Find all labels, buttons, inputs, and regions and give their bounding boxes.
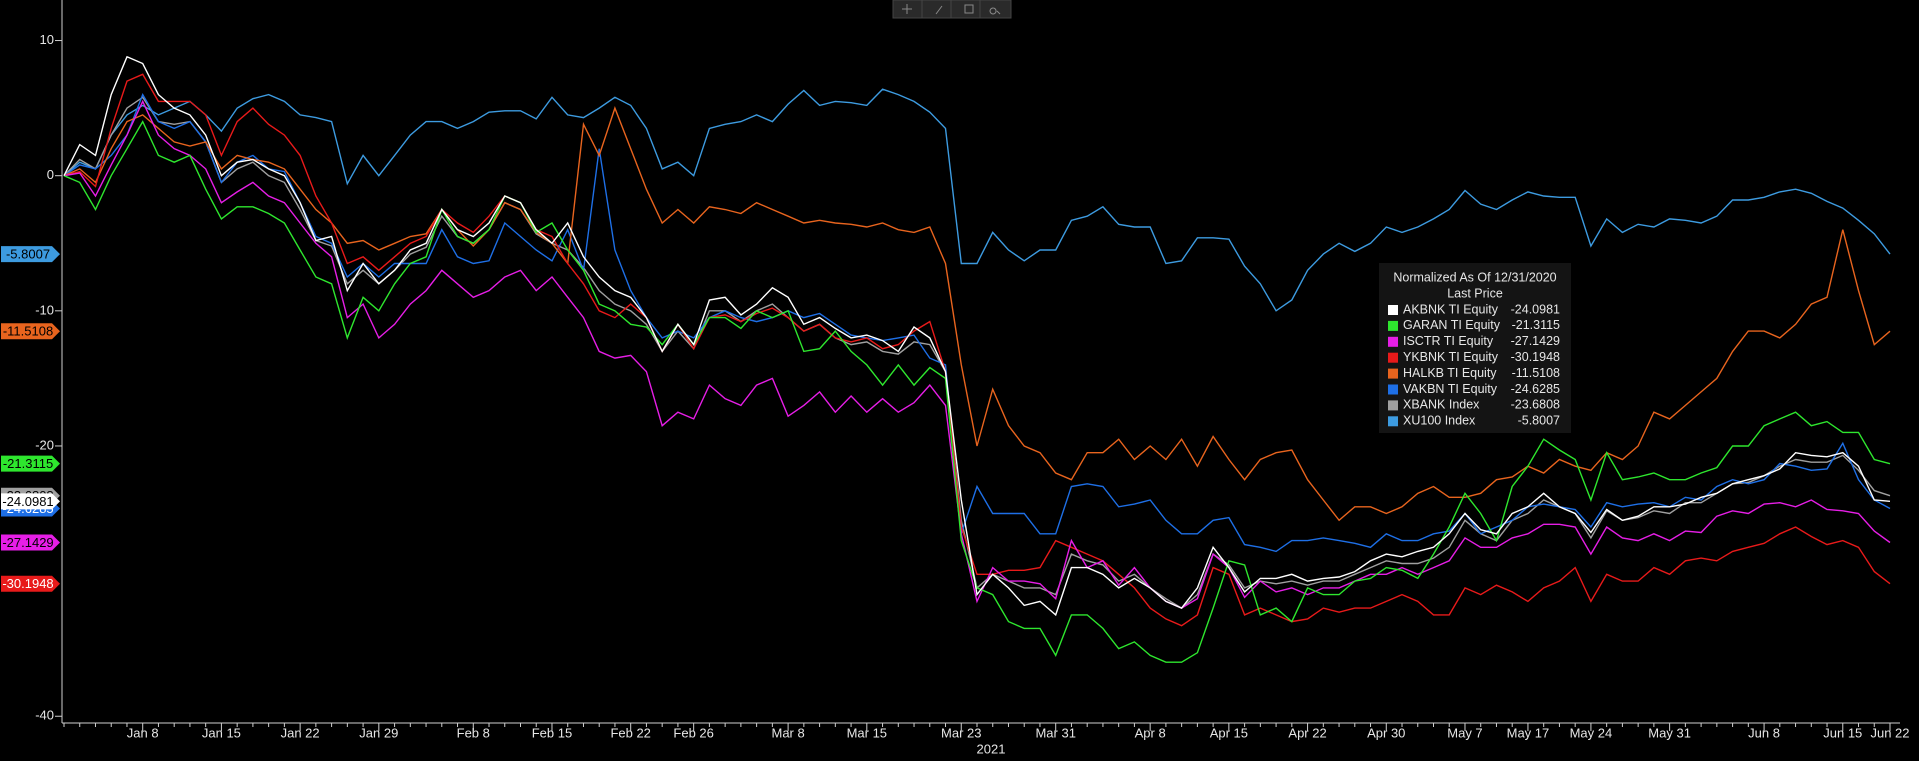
y-tick-label: 0 <box>47 167 54 182</box>
last-value-tag <box>1 493 60 510</box>
x-tick-label: Jun 15 <box>1823 725 1862 740</box>
x-tick-label: Feb 8 <box>457 725 490 740</box>
legend-value: -23.6808 <box>1511 398 1560 412</box>
last-value-label: -11.5108 <box>3 324 53 339</box>
last-value-label: -5.8007 <box>6 247 50 262</box>
legend-label: XBANK Index <box>1403 398 1480 412</box>
legend-label: VAKBN TI Equity <box>1403 382 1498 396</box>
legend-swatch <box>1388 336 1398 347</box>
x-tick-label: Jan 15 <box>202 725 241 740</box>
legend-value: -11.5108 <box>1512 366 1560 380</box>
x-axis-label: 2021 <box>977 741 1006 756</box>
x-tick-label: Feb 26 <box>673 725 713 740</box>
x-tick-label: Feb 22 <box>610 725 650 740</box>
x-tick-label: Feb 15 <box>532 725 572 740</box>
x-tick-label: Mar 8 <box>771 725 804 740</box>
x-tick-label: Jun 8 <box>1748 725 1780 740</box>
legend: Normalized As Of 12/31/2020 Last Price A… <box>1379 263 1571 433</box>
x-tick-label: May 17 <box>1507 725 1550 740</box>
x-tick-label: Mar 31 <box>1035 725 1075 740</box>
legend-value: -5.8007 <box>1518 414 1560 428</box>
legend-value: -30.1948 <box>1511 350 1560 364</box>
last-value-tag <box>1 246 60 263</box>
x-tick-label: Mar 23 <box>941 725 981 740</box>
legend-swatch <box>1388 400 1398 411</box>
last-value-tag <box>1 534 60 551</box>
series-line <box>63 99 1891 609</box>
legend-value: -27.1429 <box>1511 334 1560 348</box>
legend-subtitle: Last Price <box>1447 286 1503 300</box>
legend-title: Normalized As Of 12/31/2020 <box>1393 270 1556 284</box>
series-line <box>63 88 1891 312</box>
last-value-label: -27.1429 <box>2 535 53 550</box>
x-tick-label: Jan 22 <box>281 725 320 740</box>
legend-label: AKBNK TI Equity <box>1403 302 1499 316</box>
legend-label: YKBNK TI Equity <box>1403 350 1499 364</box>
series-line <box>63 106 1891 522</box>
x-tick-label: Jun 22 <box>1870 725 1909 740</box>
x-tick-label: May 24 <box>1570 725 1613 740</box>
legend-swatch <box>1388 352 1398 363</box>
legend-label: GARAN TI Equity <box>1403 318 1501 332</box>
y-tick-label: -20 <box>35 437 54 452</box>
last-value-label: -24.0981 <box>2 494 53 509</box>
last-value-tag <box>1 575 60 592</box>
legend-swatch <box>1388 305 1398 315</box>
x-tick-label: Jan 8 <box>127 725 159 740</box>
x-tick-label: Apr 30 <box>1367 725 1405 740</box>
last-value-label: -30.1948 <box>2 576 53 591</box>
legend-label: ISCTR TI Equity <box>1403 334 1494 348</box>
legend-label: XU100 Index <box>1403 414 1476 428</box>
last-value-label: -21.3115 <box>3 456 53 471</box>
series-line <box>63 73 1891 627</box>
x-tick-label: Apr 22 <box>1288 725 1326 740</box>
toolbar-icons <box>902 4 1001 15</box>
legend-box <box>1379 263 1571 433</box>
draw-button[interactable] <box>921 0 952 19</box>
y-tick-label: -10 <box>35 302 54 317</box>
x-tick-label: Jan 29 <box>359 725 398 740</box>
legend-swatch <box>1388 320 1398 331</box>
x-tick-label: Apr 15 <box>1210 725 1248 740</box>
legend-swatch <box>1388 368 1398 379</box>
legend-value: -24.0981 <box>1511 302 1560 316</box>
x-tick-label: May 7 <box>1447 725 1482 740</box>
series-line <box>63 92 1891 553</box>
last-value-tag <box>1 455 60 472</box>
y-tick-label: -40 <box>35 708 54 723</box>
series-line <box>63 55 1891 617</box>
series-line <box>63 120 1891 663</box>
x-tick-label: Mar 15 <box>847 725 887 740</box>
legend-value: -21.3115 <box>1512 318 1560 332</box>
y-tick-label: 10 <box>40 32 54 47</box>
toolbar <box>892 0 1012 19</box>
legend-swatch <box>1388 416 1398 427</box>
x-tick-label: May 31 <box>1648 725 1691 740</box>
legend-label: HALKB TI Equity <box>1403 366 1497 380</box>
last-value-tag <box>1 323 60 340</box>
x-tick-label: Apr 8 <box>1135 725 1166 740</box>
legend-value: -24.6285 <box>1511 382 1560 396</box>
legend-swatch <box>1388 384 1398 395</box>
